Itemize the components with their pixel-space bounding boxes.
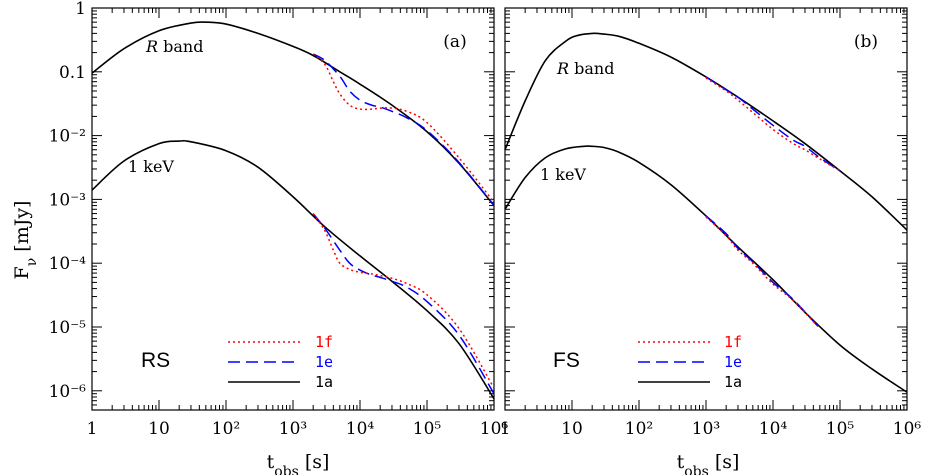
x-tick-label: 1 — [500, 419, 511, 439]
x-tick-label: 10² — [212, 419, 240, 439]
x-tick-label: 10⁶ — [893, 419, 922, 439]
panel-a-legend: 1f 1e 1a — [228, 333, 333, 391]
series-1f-1-kev-line — [312, 213, 495, 389]
x-tick-label: 10³ — [279, 419, 307, 439]
x-tick-label: 10⁴ — [759, 419, 788, 439]
series-1e-1-kev-line — [705, 215, 821, 329]
legend-label-1a: 1a — [724, 373, 742, 391]
legend-label-1e: 1e — [315, 353, 333, 371]
y-tick-label: 10⁻² — [49, 127, 86, 147]
x-tick-label: 10 — [148, 419, 170, 439]
y-axis-title: Fν [mJy] — [11, 201, 40, 280]
panel-b-tag: (b) — [854, 32, 878, 52]
legend-label-1e: 1e — [724, 353, 742, 371]
x-tick-label: 10⁵ — [826, 419, 855, 439]
x-tick-label: 10² — [625, 419, 653, 439]
panel-b-r-band-label: R band — [556, 59, 614, 78]
panel-b-legend: 1f 1e 1a — [638, 333, 742, 391]
x-tick-label: 10⁵ — [413, 419, 442, 439]
series-1e-r-band-line — [312, 53, 495, 207]
panel-b: 1 10 10² 10³ 10⁴ 10⁵ 10⁶ (b) R band 1 keV FS 1… — [500, 7, 922, 439]
series-1a-r-band-line — [504, 32, 908, 231]
panel-a: 1 10 10² 10³ 10⁴ 10⁵ 10⁶10.110⁻²10⁻³10⁻⁴10⁻⁵10… — [49, 0, 509, 439]
panel-b-region-label: FS — [553, 349, 580, 372]
series-1e-1-kev-line — [312, 213, 495, 395]
legend-label-1a: 1a — [315, 373, 333, 391]
x-tick-label: 10⁴ — [346, 419, 375, 439]
panel-a-tag: (a) — [443, 32, 466, 52]
x-tick-label: 10⁶ — [480, 419, 509, 439]
legend-label-1f: 1f — [724, 333, 742, 351]
panel-a-region-label: RS — [141, 349, 170, 372]
series-1a-1-kev-line — [91, 139, 495, 400]
y-tick-label: 10⁻³ — [49, 190, 86, 210]
series-1f-r-band-line — [312, 53, 495, 203]
x-tick-label: 10³ — [692, 419, 720, 439]
x-axis-title-left: tobs [s] — [267, 451, 330, 475]
series-1e-r-band-line — [705, 76, 841, 172]
x-tick-label: 10 — [561, 419, 583, 439]
panel-b-kev-label: 1 keV — [540, 165, 586, 184]
y-tick-label: 0.1 — [59, 63, 86, 83]
x-axis-title-right: tobs [s] — [677, 451, 740, 475]
series-1f-1-kev-line — [705, 216, 821, 329]
y-tick-label: 1 — [75, 0, 86, 19]
y-tick-label: 10⁻⁴ — [49, 254, 87, 274]
panel-a-r-band-label: R band — [145, 37, 203, 56]
legend-label-1f: 1f — [315, 333, 333, 351]
panel-a-kev-label: 1 keV — [128, 157, 174, 176]
x-tick-label: 1 — [87, 419, 98, 439]
y-tick-label: 10⁻⁵ — [49, 318, 87, 338]
y-tick-label: 10⁻⁶ — [49, 382, 87, 402]
